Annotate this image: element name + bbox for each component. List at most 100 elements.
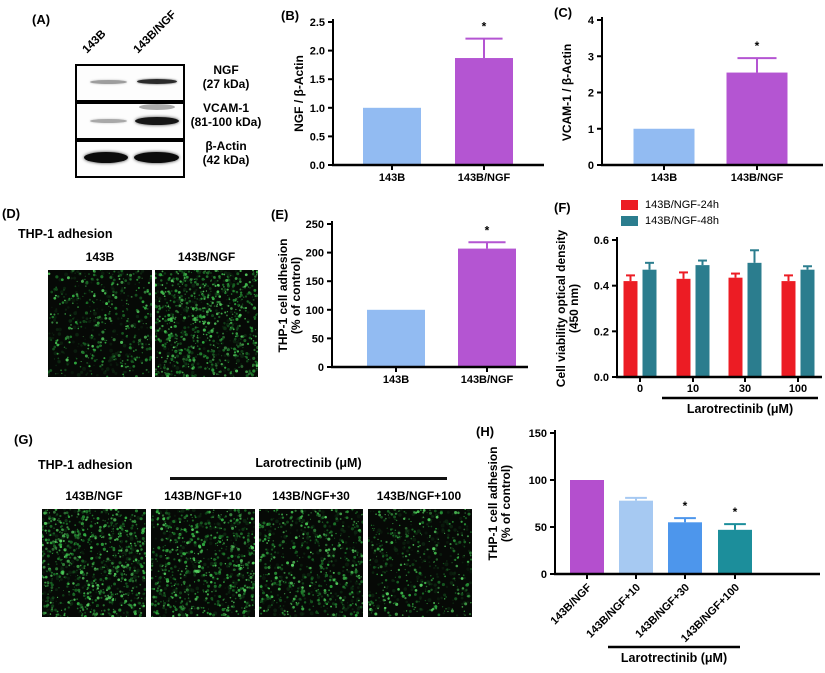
bar-chart-ngf-actin: * 0.0 0.5 1.0 1.5 2.0 2.5 143B 143B/NGF NGF / β-A… xyxy=(292,17,544,184)
svg-text:1.5: 1.5 xyxy=(310,74,325,86)
fluorescence-image-plus10 xyxy=(151,509,255,617)
svg-text:150: 150 xyxy=(306,276,324,288)
svg-text:0.6: 0.6 xyxy=(594,235,609,247)
svg-text:0: 0 xyxy=(588,160,594,172)
micrograph-label: 143B xyxy=(85,250,115,264)
legend-item-24h: 143B/NGF-24h xyxy=(621,199,719,211)
svg-text:3: 3 xyxy=(588,51,594,63)
protein-mw: (81-100 kDa) xyxy=(190,115,262,129)
lane-label-143b-ngf: 143B/NGF xyxy=(131,8,179,56)
bar-chart-adhesion-larotrectinib: * *050100150143B/NGF143B/NGF+10143B/NGF+3… xyxy=(486,428,820,665)
svg-text:Larotrectinib (μM): Larotrectinib (μM) xyxy=(687,402,793,416)
svg-text:*: * xyxy=(485,223,490,237)
blot-band xyxy=(139,104,175,110)
panel-b-label: (B) xyxy=(281,8,300,23)
fluorescence-image-143b-ngf xyxy=(42,509,146,617)
blot-ngf xyxy=(75,64,185,102)
svg-text:250: 250 xyxy=(306,219,324,231)
svg-text:30: 30 xyxy=(739,383,751,395)
blot-band xyxy=(137,79,177,84)
svg-text:143B/NGF: 143B/NGF xyxy=(458,172,511,184)
svg-text:50: 50 xyxy=(312,333,324,345)
panel-f-label: (F) xyxy=(554,200,571,215)
svg-text:143B/NGF: 143B/NGF xyxy=(548,581,594,627)
svg-text:THP-1 cell adhesion: THP-1 cell adhesion xyxy=(486,446,500,560)
fluorescence-image-plus30 xyxy=(259,509,363,617)
blot-band xyxy=(90,119,127,123)
micrograph-label: 143B/NGF xyxy=(177,250,236,264)
svg-text:*: * xyxy=(755,39,760,53)
svg-text:0.0: 0.0 xyxy=(310,160,325,172)
svg-text:100: 100 xyxy=(529,475,547,487)
panel-d-title: THP-1 adhesion xyxy=(18,227,113,241)
bar-chart-thp1-adhesion: * 0 50 100 150 200 250 143B 143B/NGF THP-1 cell a… xyxy=(276,219,528,386)
protein-name: VCAM-1 xyxy=(202,101,249,115)
svg-text:100: 100 xyxy=(306,305,324,317)
svg-text:(% of control): (% of control) xyxy=(499,465,513,542)
legend-swatch-red xyxy=(621,200,638,210)
panel-g-title: THP-1 adhesion xyxy=(38,458,133,472)
blot-band xyxy=(134,152,179,163)
protein-name: β-Actin xyxy=(205,139,247,153)
svg-text:1: 1 xyxy=(588,124,594,136)
protein-mw: (42 kDa) xyxy=(202,153,250,167)
svg-text:143B: 143B xyxy=(379,172,405,184)
svg-text:*: * xyxy=(683,499,688,513)
svg-text:*: * xyxy=(482,20,487,34)
legend-item-48h: 143B/NGF-48h xyxy=(621,215,719,227)
svg-text:THP-1 cell adhesion: THP-1 cell adhesion xyxy=(276,238,290,352)
blot-vcam1 xyxy=(75,102,185,140)
protein-name: NGF xyxy=(213,63,239,77)
blot-band xyxy=(90,80,127,84)
svg-text:10: 10 xyxy=(687,383,699,395)
svg-text:4: 4 xyxy=(588,15,595,27)
grouped-bar-chart-viability: 0.0 0.2 0.4 0.6 0 10 30 100 Cell viability optic… xyxy=(554,229,822,416)
svg-text:50: 50 xyxy=(535,522,547,534)
micrograph-label: 143B/NGF+10 xyxy=(164,489,242,503)
blot-beta-actin xyxy=(75,140,185,178)
svg-text:2.0: 2.0 xyxy=(310,46,325,58)
svg-text:143B/NGF: 143B/NGF xyxy=(731,172,784,184)
panel-g-label: (G) xyxy=(14,432,33,447)
svg-text:Cell viability optical density: Cell viability optical density xyxy=(554,229,568,387)
svg-text:100: 100 xyxy=(789,383,807,395)
panel-a-label: (A) xyxy=(32,12,51,27)
svg-text:Larotrectinib (μM): Larotrectinib (μM) xyxy=(621,651,727,665)
svg-text:0: 0 xyxy=(637,383,643,395)
svg-text:1.0: 1.0 xyxy=(310,103,325,115)
svg-text:150: 150 xyxy=(529,428,547,440)
svg-text:0.4: 0.4 xyxy=(594,281,610,293)
treatment-label: Larotrectinib (μM) xyxy=(255,456,362,470)
blot-label-beta-actin: β-Actin (42 kDa) xyxy=(183,139,269,167)
micrograph-label: 143B/NGF+30 xyxy=(272,489,350,503)
blot-label-vcam1: VCAM-1 (81-100 kDa) xyxy=(183,101,269,129)
micrograph-label: 143B/NGF+100 xyxy=(376,489,462,503)
svg-text:143B: 143B xyxy=(651,172,677,184)
svg-text:NGF / β-Actin: NGF / β-Actin xyxy=(292,55,306,132)
fluorescence-image-plus100 xyxy=(368,509,472,617)
blot-band xyxy=(84,152,128,163)
fluorescence-image-143b-ngf xyxy=(155,270,258,377)
legend-swatch-teal xyxy=(621,216,638,226)
svg-text:143B/NGF: 143B/NGF xyxy=(461,374,514,386)
legend-label: 143B/NGF-48h xyxy=(645,215,719,227)
legend-label: 143B/NGF-24h xyxy=(645,199,719,211)
svg-text:2.5: 2.5 xyxy=(310,17,325,29)
blot-band xyxy=(135,117,179,125)
treatment-underline xyxy=(170,477,447,480)
panel-d-label: (D) xyxy=(2,206,21,221)
svg-text:(450 nm): (450 nm) xyxy=(567,284,581,333)
svg-text:VCAM-1 / β-Actin: VCAM-1 / β-Actin xyxy=(560,44,574,141)
protein-mw: (27 kDa) xyxy=(202,77,250,91)
panel-h-label: (H) xyxy=(476,424,495,439)
panel-e-label: (E) xyxy=(271,207,289,222)
svg-text:(% of control): (% of control) xyxy=(289,257,303,334)
lane-label-143b: 143B xyxy=(80,28,109,56)
svg-text:2: 2 xyxy=(588,88,594,100)
svg-text:*: * xyxy=(733,505,738,519)
svg-text:0: 0 xyxy=(318,362,324,374)
fluorescence-image-143b xyxy=(48,270,152,377)
svg-text:0.0: 0.0 xyxy=(594,372,609,384)
svg-text:0: 0 xyxy=(541,569,547,581)
